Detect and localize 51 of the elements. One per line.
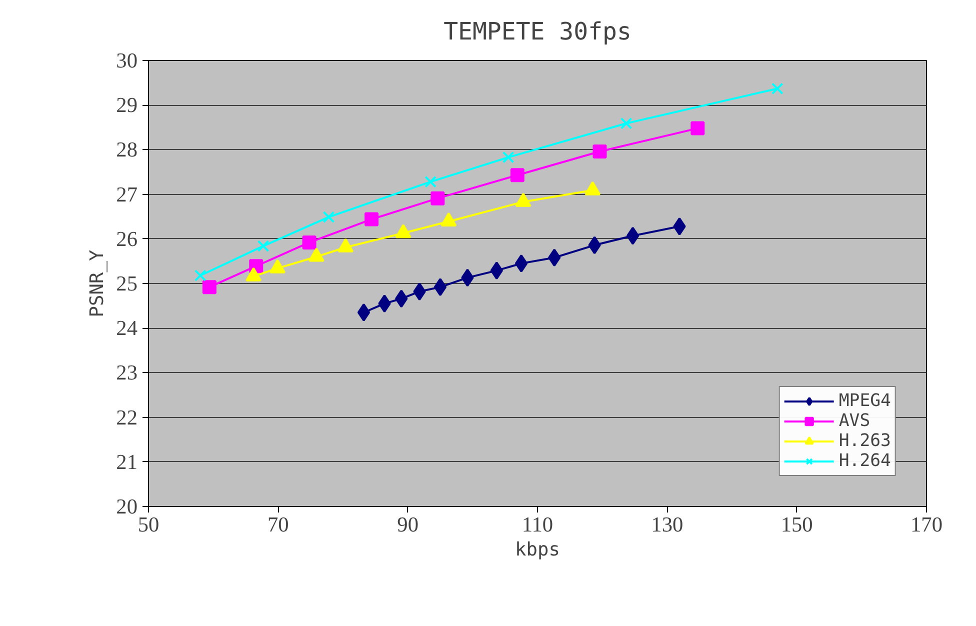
point: [302, 235, 316, 250]
point: [357, 303, 370, 322]
y-tick-label: 30: [116, 48, 138, 72]
x-tick-label: 170: [910, 512, 943, 536]
point: [548, 248, 561, 267]
point: [502, 151, 514, 164]
y-tick-label: 28: [116, 138, 138, 162]
point: [626, 226, 640, 245]
point: [690, 121, 705, 136]
point: [620, 117, 632, 130]
legend-label: AVS: [838, 411, 870, 431]
y-tick-label: 22: [116, 405, 138, 430]
point: [514, 254, 528, 272]
y-tick-label: 26: [116, 226, 138, 251]
point: [490, 262, 503, 280]
point: [461, 268, 474, 287]
chart-title: TEMPETE 30fps: [444, 18, 632, 46]
x-tick-label: 50: [138, 512, 160, 536]
y-tick-label: 29: [116, 93, 138, 118]
point: [378, 294, 391, 313]
point: [395, 290, 408, 308]
point: [322, 211, 335, 223]
point: [257, 240, 270, 252]
y-tick-label: 21: [116, 450, 138, 474]
point: [434, 278, 447, 296]
legend-label: H.264: [838, 451, 891, 471]
point: [364, 212, 379, 226]
point: [588, 236, 601, 254]
point: [202, 280, 216, 294]
legend-label: H.263: [838, 431, 891, 451]
point: [424, 176, 436, 188]
point: [771, 82, 784, 95]
y-tick-label: 25: [116, 272, 138, 296]
legend-label: MPEG4: [838, 391, 891, 411]
y-tick-label: 23: [116, 360, 138, 385]
x-tick-label: 110: [522, 512, 554, 536]
x-tick-label: 90: [397, 512, 418, 536]
point: [430, 191, 445, 206]
y-tick-label: 24: [116, 316, 138, 340]
x-tick-label: 150: [780, 512, 813, 536]
y-tick-label: 20: [116, 494, 138, 518]
y-axis-title: PSNR_Y: [87, 250, 108, 318]
x-axis-title: kbps: [515, 540, 560, 560]
x-tick-label: 130: [651, 512, 684, 536]
y-tick-label: 27: [116, 182, 138, 206]
point: [510, 168, 524, 182]
x-tick-label: 70: [268, 512, 289, 536]
point: [194, 270, 206, 282]
point: [592, 144, 607, 158]
point: [673, 217, 686, 236]
point: [413, 282, 426, 301]
